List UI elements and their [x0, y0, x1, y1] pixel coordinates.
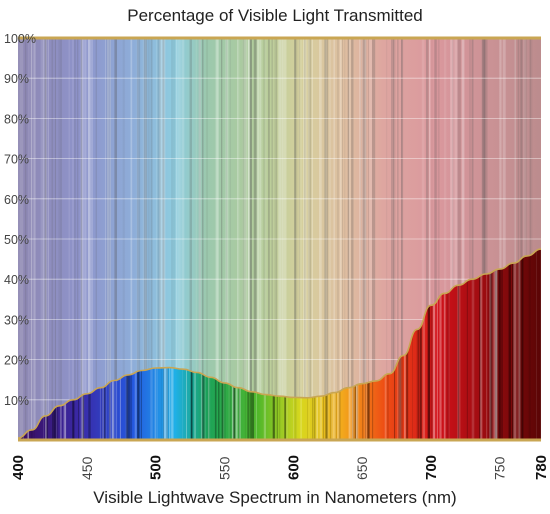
- chart-title: Percentage of Visible Light Transmitted: [127, 6, 423, 25]
- x-axis-label: Visible Lightwave Spectrum in Nanometers…: [93, 488, 457, 507]
- x-tick-label: 500: [148, 455, 165, 480]
- x-tick-label: 550: [216, 456, 232, 480]
- x-tick-label: 780: [533, 455, 550, 480]
- transmission-curve: [17, 248, 542, 439]
- y-tick-label: 10%: [4, 394, 29, 408]
- y-tick-label: 30%: [4, 313, 29, 327]
- y-tick-label: 100%: [4, 32, 36, 46]
- y-tick-label: 70%: [4, 153, 29, 167]
- x-tick-label: 650: [354, 456, 370, 480]
- y-tick-label: 90%: [4, 72, 29, 86]
- y-tick-label: 40%: [4, 273, 29, 287]
- x-tick-label: 400: [10, 455, 27, 480]
- y-tick-label: 60%: [4, 193, 29, 207]
- x-tick-label: 700: [423, 455, 440, 480]
- x-tick-label: 450: [79, 456, 95, 480]
- y-tick-label: 50%: [4, 233, 29, 247]
- transmission-area: [18, 249, 541, 440]
- x-tick-label: 600: [285, 455, 302, 480]
- y-tick-label: 20%: [4, 354, 29, 368]
- y-tick-label: 80%: [4, 112, 29, 126]
- x-tick-label: 750: [492, 456, 508, 480]
